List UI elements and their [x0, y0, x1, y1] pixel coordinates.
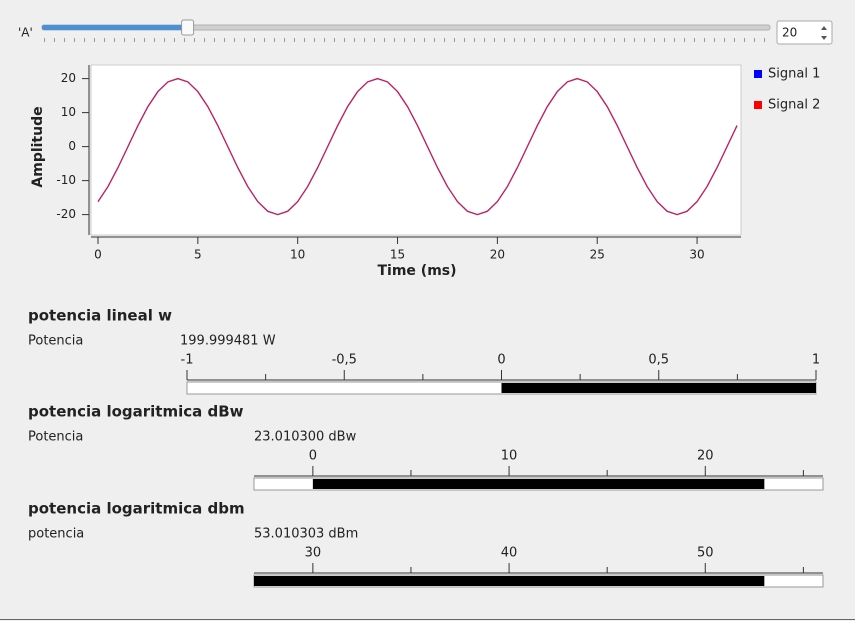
- scale-label: 20: [697, 449, 714, 464]
- spinbox[interactable]: [776, 20, 833, 45]
- y-tick-label: -20: [56, 207, 76, 221]
- series-line: [97, 77, 738, 216]
- legend-label: Signal 1: [768, 67, 820, 82]
- scale-label: 0: [309, 449, 317, 464]
- x-tick-label: 15: [390, 248, 405, 262]
- y-tick-label: 20: [61, 71, 76, 85]
- legend-swatch: [754, 101, 762, 109]
- gauge-value: 23.010300 dBw: [254, 430, 357, 445]
- gauge-title: potencia lineal w: [28, 307, 172, 325]
- scale-label: 30: [305, 546, 322, 561]
- x-tick-label: 25: [590, 248, 605, 262]
- legend-label: Signal 2: [768, 98, 820, 113]
- x-tick-label: 0: [94, 248, 102, 262]
- scale-label: 50: [697, 546, 714, 561]
- y-axis-label: Amplitude: [30, 106, 46, 187]
- gauge-label: potencia: [28, 527, 84, 542]
- scale-label: -0,5: [332, 353, 357, 368]
- y-tick-label: -10: [56, 173, 76, 187]
- y-tick-label: 0: [68, 139, 76, 153]
- scale-label: 0,5: [648, 353, 669, 368]
- scale-label: 10: [501, 449, 518, 464]
- gauge-label: Potencia: [28, 430, 83, 445]
- gauge-label: Potencia: [28, 334, 83, 349]
- spin-arrows[interactable]: [821, 26, 827, 40]
- slider-label: 'A': [18, 26, 33, 40]
- gauge-bar: [254, 576, 765, 586]
- gauge-bar: [312, 479, 765, 489]
- x-tick-label: 20: [490, 248, 505, 262]
- gauge-title: potencia logaritmica dBw: [28, 403, 244, 421]
- scale-label: 1: [812, 353, 820, 368]
- plot-area: [90, 64, 742, 236]
- legend-swatch: [754, 70, 762, 78]
- gauge-value: 199.999481 W: [180, 334, 276, 349]
- gauge-value: 53.010303 dBm: [254, 527, 358, 542]
- scale-label: 40: [501, 546, 518, 561]
- gauge-bar: [501, 383, 816, 393]
- x-tick-label: 5: [194, 248, 202, 262]
- spinbox-value: 20: [782, 26, 797, 40]
- gauge-title: potencia logaritmica dbm: [28, 500, 245, 518]
- slider-fill: [42, 25, 188, 30]
- scale-label: -1: [181, 353, 194, 368]
- x-tick-label: 10: [290, 248, 305, 262]
- slider-knob[interactable]: [181, 19, 195, 36]
- y-tick-label: 10: [61, 105, 76, 119]
- x-axis-label: Time (ms): [377, 263, 456, 279]
- x-tick-label: 30: [689, 248, 704, 262]
- scale-label: 0: [497, 353, 505, 368]
